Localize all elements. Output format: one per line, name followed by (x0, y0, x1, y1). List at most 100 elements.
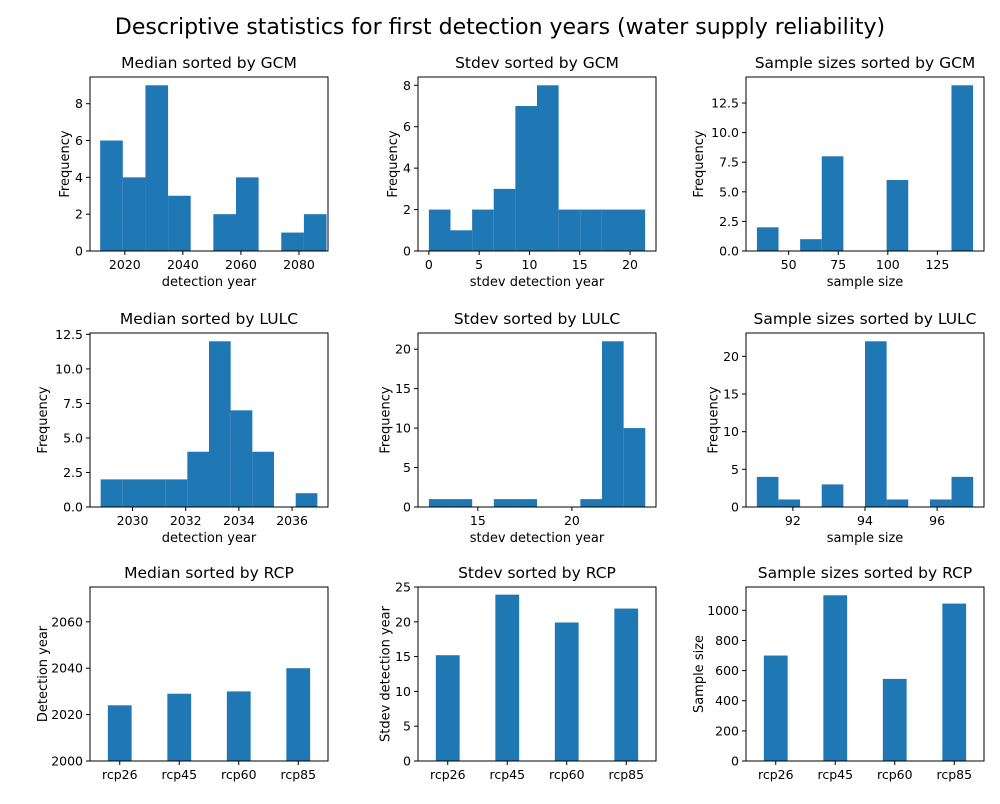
axes-frame (417, 586, 657, 762)
x-tick-label: 92 (785, 513, 801, 528)
bar (472, 209, 494, 251)
subplot-4: 2030 2032 2034 2036 0.0 2.5 5.0 7.5 10.0 12.5 Medi… (36, 310, 329, 546)
y-axis-label: Frequency (386, 130, 401, 197)
bar (886, 499, 909, 507)
x-tick-label: 0 (425, 257, 433, 272)
bar (951, 85, 974, 252)
bar (187, 451, 209, 507)
x-tick-label: rcp85 (280, 767, 316, 782)
bar (623, 209, 646, 251)
bar (495, 594, 520, 761)
bar (209, 341, 231, 507)
bar (493, 499, 516, 507)
x-tick-label: 2032 (170, 513, 202, 528)
bar (450, 499, 473, 507)
bar (554, 622, 579, 761)
y-tick-label: 2.5 (63, 465, 83, 480)
bar (580, 209, 602, 251)
bar (100, 140, 123, 251)
x-tick-label: 20 (622, 257, 638, 272)
bar (823, 595, 848, 761)
x-tick-label: rcp60 (549, 767, 585, 782)
axes-frame (89, 332, 329, 508)
y-tick-label: 15 (395, 381, 411, 396)
y-tick-label: 2.5 (719, 214, 739, 229)
bar (226, 691, 251, 761)
subplot-title: Median sorted by RCP (124, 564, 294, 582)
y-tick-label: 5.0 (63, 430, 83, 445)
x-tick-label: rcp26 (102, 767, 138, 782)
y-tick-label: 5 (731, 462, 739, 477)
y-axis-label: Frequency (36, 386, 51, 453)
bar (756, 227, 779, 251)
y-tick-label: 6 (75, 133, 83, 148)
bar (295, 493, 318, 507)
y-tick-label: 10.0 (711, 125, 739, 140)
x-tick-label: rcp45 (161, 767, 197, 782)
y-tick-label: 0 (403, 500, 411, 515)
x-tick-label: 20 (564, 513, 580, 528)
x-tick-label: 5 (475, 257, 483, 272)
x-tick-label: 125 (925, 257, 949, 272)
x-tick-label: rcp60 (221, 767, 257, 782)
y-tick-label: 12.5 (55, 327, 83, 342)
y-tick-label: 10 (723, 424, 739, 439)
x-axis-label: detection year (162, 275, 257, 290)
bar (601, 209, 624, 251)
y-tick-label: 8 (75, 96, 83, 111)
bar (882, 678, 907, 761)
x-tick-label: 75 (830, 257, 846, 272)
x-axis-label: sample size (827, 275, 904, 290)
axes-frame (417, 332, 657, 508)
x-axis-label: sample size (827, 531, 904, 546)
bar (865, 341, 887, 507)
axes-frame (745, 586, 985, 762)
bar (623, 428, 646, 507)
y-tick-label: 0.0 (63, 500, 83, 515)
y-tick-label: 0 (75, 244, 83, 259)
bar (800, 239, 822, 251)
bar (435, 655, 460, 761)
y-tick-label: 10.0 (55, 361, 83, 376)
x-tick-label: 96 (929, 513, 945, 528)
y-tick-label: 5 (403, 719, 411, 734)
bar (821, 484, 844, 507)
y-axis-label: Frequency (707, 386, 722, 453)
bar (286, 668, 311, 761)
y-tick-label: 2 (75, 207, 83, 222)
y-tick-label: 15 (723, 387, 739, 402)
y-tick-label: 2040 (51, 661, 83, 676)
x-axis-label: stdev detection year (470, 275, 605, 290)
y-tick-label: 7.5 (63, 396, 83, 411)
y-tick-label: 20 (395, 342, 411, 357)
y-tick-label: 2020 (51, 707, 83, 722)
bar (281, 232, 304, 251)
axes-frame (417, 76, 657, 252)
x-tick-label: 15 (572, 257, 588, 272)
subplot-9: rcp26 rcp45 rcp60 rcp85 0 200 400 600 800 1000 Sam… (692, 564, 985, 782)
bar (580, 499, 603, 507)
y-tick-label: 4 (403, 161, 411, 176)
bar (303, 214, 327, 251)
bar (951, 476, 974, 507)
x-axis-label: stdev detection year (470, 531, 605, 546)
bar (428, 499, 451, 507)
x-tick-label: 2020 (109, 257, 141, 272)
y-tick-label: 25 (395, 580, 411, 595)
y-axis-label: Sample size (692, 635, 707, 713)
axes-frame (89, 76, 329, 252)
subplot-1: 2020 2040 2060 2080 0 2 4 6 8 Median sorted by GC… (58, 54, 329, 290)
x-tick-label: 100 (876, 257, 900, 272)
subplot-title: Stdev sorted by GCM (455, 54, 619, 72)
subplot-5: 15 20 0 5 10 15 20 Stdev sorted by LULC stdev de… (379, 310, 657, 546)
y-axis-label: Stdev detection year (379, 605, 394, 742)
y-tick-label: 20 (395, 614, 411, 629)
x-axis-label: detection year (162, 531, 257, 546)
y-tick-label: 400 (715, 693, 739, 708)
bar (515, 106, 537, 251)
y-tick-label: 1000 (707, 603, 739, 618)
subplot-title: Median sorted by LULC (120, 310, 298, 328)
y-tick-label: 20 (723, 349, 739, 364)
